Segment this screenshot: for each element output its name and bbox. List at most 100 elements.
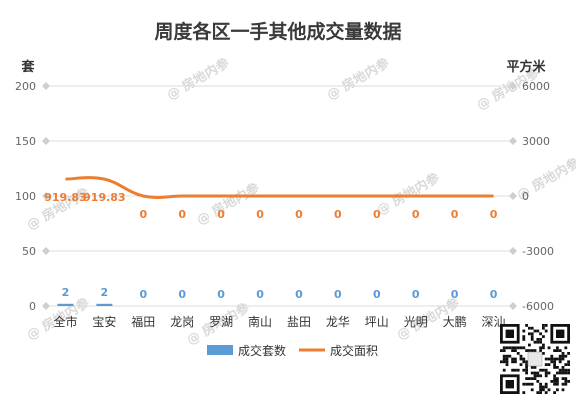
qr-module [556, 377, 559, 380]
qr-module [558, 349, 562, 352]
qr-module [533, 340, 537, 344]
qr-module [536, 340, 540, 344]
qr-module [514, 346, 517, 350]
qr-module [539, 385, 542, 389]
qr-module [533, 329, 537, 333]
watermark-text: @ 房地内参 [324, 54, 393, 103]
qr-module [558, 354, 562, 358]
qr-module [561, 354, 565, 358]
category-labels: 全市 宝安 福田 龙岗 罗湖 南山 盐田 龙华 坪山 光明 大鹏 深汕 [53, 314, 505, 329]
qr-module [564, 368, 568, 372]
bar-data-label: 0 [334, 288, 342, 301]
qr-module [502, 346, 506, 350]
qr-module [550, 360, 554, 364]
qr-module [564, 377, 568, 380]
qr-module [530, 382, 534, 386]
watermark-text: @ 房地内参 [164, 54, 233, 103]
qr-module [553, 374, 556, 378]
qr-module [519, 357, 523, 361]
qr-module [542, 346, 545, 350]
qr-module [505, 357, 509, 361]
legend-swatch-bar [207, 345, 233, 355]
qr-module [539, 388, 542, 392]
qr-module [547, 371, 551, 375]
qr-module [561, 368, 565, 372]
qr-module [536, 380, 540, 383]
qr-module [530, 338, 534, 341]
qr-module [522, 368, 526, 372]
qr-module [502, 349, 506, 352]
qr-module [553, 382, 556, 386]
qr-module [519, 346, 523, 350]
qr-module [522, 329, 526, 333]
qr-module [539, 391, 542, 394]
qr-module [564, 354, 568, 358]
qr-module [564, 380, 568, 383]
qr-module [508, 354, 512, 358]
qr-module [530, 332, 534, 336]
category-label: 福田 [131, 314, 155, 329]
right-axis-ticks: -6000 -3000 0 3000 6000 [522, 80, 554, 313]
line-data-label: 0 [139, 208, 147, 221]
qr-finder [505, 380, 514, 389]
right-tick-label: -3000 [522, 245, 554, 258]
left-tick-label: 150 [15, 135, 36, 148]
qr-module [556, 382, 559, 386]
qr-module [542, 343, 545, 347]
qr-module [553, 366, 556, 369]
qr-module [561, 352, 565, 355]
line-data-label: 0 [178, 208, 186, 221]
qr-module [525, 324, 528, 327]
qr-module [542, 335, 545, 338]
line-data-label: 0 [490, 208, 498, 221]
qr-module [514, 360, 517, 364]
qr-module [558, 371, 562, 375]
qr-module [542, 388, 545, 392]
qr-module [553, 377, 556, 380]
legend-label-bar: 成交套数 [238, 343, 286, 358]
line-data-label: 0 [217, 208, 225, 221]
qr-module [522, 391, 526, 394]
qr-module [530, 349, 534, 352]
qr-module [530, 326, 534, 330]
qr-module [539, 332, 542, 336]
qr-module [567, 380, 570, 383]
category-label: 南山 [248, 314, 272, 329]
qr-finder [505, 329, 514, 338]
legend[interactable]: 成交套数 成交面积 [207, 343, 378, 358]
qr-module [522, 338, 526, 341]
qr-module [533, 377, 537, 380]
qr-module [533, 374, 537, 378]
qr-module [567, 352, 570, 355]
qr-module [536, 374, 540, 378]
qr-module [500, 360, 503, 364]
qr-module [544, 357, 548, 361]
qr-module [528, 349, 531, 352]
qr-module [547, 388, 551, 392]
category-label: 盐田 [287, 315, 311, 329]
right-tick-label: 0 [522, 190, 529, 203]
qr-module [530, 371, 534, 375]
qr-module [502, 360, 506, 364]
qr-module [544, 324, 548, 327]
bar-data-label: 0 [490, 288, 498, 301]
right-axis-unit: 平方米 [506, 59, 546, 75]
qr-module [508, 346, 512, 350]
qr-module [525, 349, 528, 352]
qr-module [528, 343, 531, 347]
qr-module [502, 357, 506, 361]
qr-module [567, 368, 570, 372]
qr-module [505, 354, 509, 358]
qr-module [567, 360, 570, 364]
bar-data-label: 0 [412, 288, 420, 301]
left-tick-label: 200 [15, 80, 36, 93]
qr-module [550, 380, 554, 383]
qr-module [556, 366, 559, 369]
qr-module [530, 388, 534, 392]
qr-module [519, 363, 523, 366]
watermark-text: @ 房地内参 [194, 179, 263, 228]
qr-module [542, 368, 545, 372]
qr-module [539, 374, 542, 378]
qr-module [553, 357, 556, 361]
qr-module [539, 349, 542, 352]
